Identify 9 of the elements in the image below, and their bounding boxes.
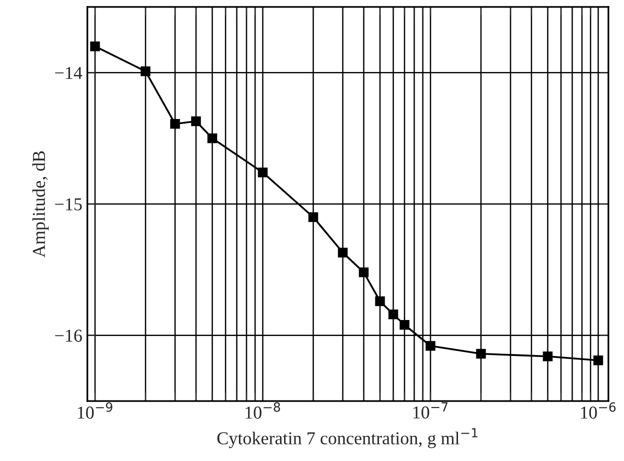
y-tick-label: −15 bbox=[55, 198, 82, 210]
x-axis-title: Cytokeratin 7 concentration, g ml$^{−1}$ bbox=[217, 428, 478, 448]
y-tick-label: −14 bbox=[55, 66, 82, 79]
x-tick-label: 10$^{−8}$ bbox=[246, 402, 280, 419]
x-tick-label: 10$^{−6}$ bbox=[581, 402, 616, 419]
y-tick-label: −16 bbox=[55, 330, 82, 342]
y-axis-title: Amplitude, dB bbox=[32, 151, 49, 258]
x-tick-label: 10$^{−7}$ bbox=[413, 402, 448, 419]
x-tick-label: 10$^{−9}$ bbox=[78, 402, 112, 419]
